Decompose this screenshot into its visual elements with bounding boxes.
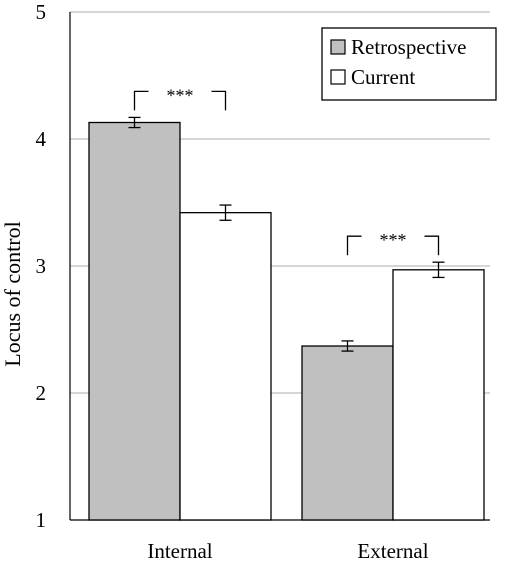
y-tick-label: 1	[36, 508, 47, 532]
bar-retrospective-internal	[88, 121, 181, 521]
significance-bracket-left	[133, 90, 149, 111]
legend-swatch	[330, 69, 346, 85]
significance-bracket-right	[424, 235, 440, 256]
bar-current-external	[392, 269, 485, 521]
error-bars	[128, 116, 445, 352]
category-labels: Internal External	[147, 539, 428, 562]
significance-label: ***	[167, 85, 194, 105]
y-tick-labels: 1 2 3 4 5	[36, 0, 47, 532]
y-tick-label: 5	[36, 0, 47, 24]
significance-label: ***	[380, 230, 407, 250]
legend-label: Current	[351, 65, 415, 89]
y-tick-label: 2	[36, 381, 47, 405]
category-label: Internal	[147, 539, 212, 562]
legend-label: Retrospective	[351, 35, 466, 59]
legend-box	[321, 27, 497, 101]
significance-bracket-right	[211, 90, 227, 111]
y-tick-label: 3	[36, 254, 47, 278]
bar-current-internal	[179, 212, 272, 521]
significance-bracket-left	[346, 235, 362, 256]
category-label: External	[357, 539, 428, 562]
significance-annotations: *** ***	[133, 85, 440, 256]
legend: Retrospective Current	[321, 27, 497, 101]
legend-swatch	[330, 39, 346, 55]
y-tick-label: 4	[36, 127, 47, 151]
bar-retrospective-external	[301, 345, 394, 521]
y-axis-title: Locus of control	[0, 221, 25, 366]
bars	[88, 121, 485, 521]
